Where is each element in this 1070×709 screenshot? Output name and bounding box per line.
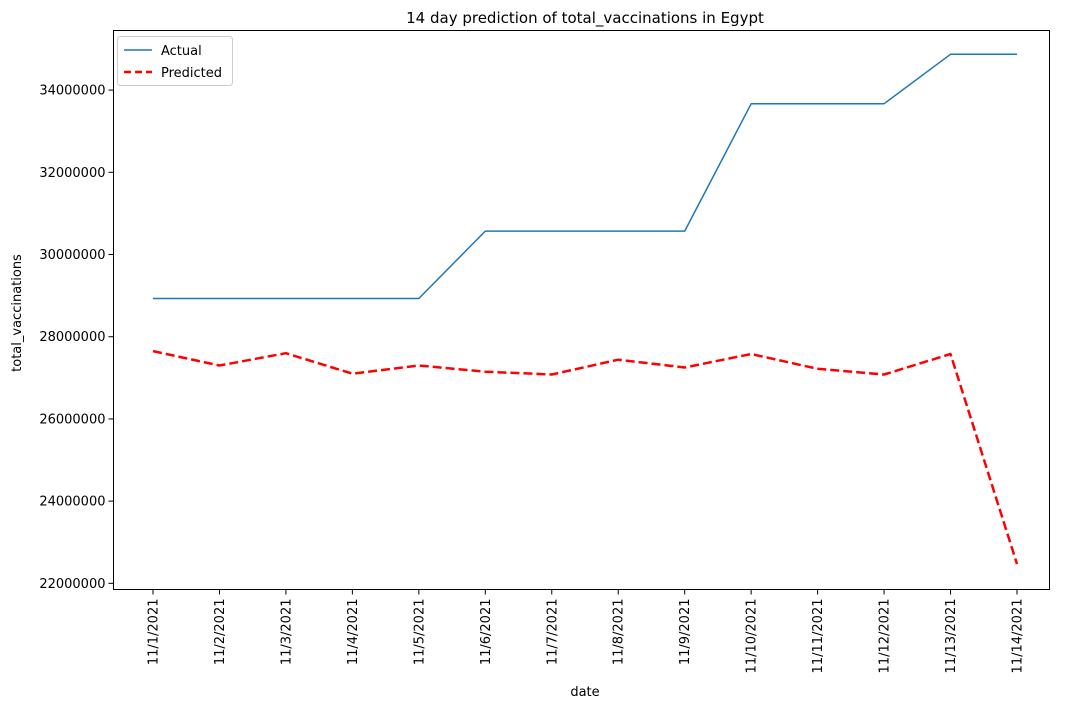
- x-tick-label: 11/13/2021: [944, 599, 959, 674]
- y-tick-label: 28000000: [39, 330, 105, 345]
- y-tick-label: 30000000: [39, 248, 105, 263]
- chart-title: 14 day prediction of total_vaccinations …: [406, 9, 764, 28]
- legend-label-actual: Actual: [161, 44, 202, 59]
- x-tick-label: 11/10/2021: [745, 599, 760, 674]
- x-tick-label: 11/11/2021: [811, 599, 826, 674]
- legend-label-predicted: Predicted: [161, 66, 222, 81]
- x-axis: 11/1/2021 11/2/2021 11/3/2021 11/4/2021 11/5…: [147, 589, 1026, 674]
- x-tick-label: 11/8/2021: [612, 599, 627, 666]
- series-layer: [152, 53, 1019, 565]
- x-tick-label: 11/6/2021: [479, 599, 494, 666]
- x-tick-label: 11/5/2021: [412, 599, 427, 666]
- y-tick-label: 24000000: [39, 495, 105, 510]
- x-tick-label: 11/3/2021: [279, 599, 294, 666]
- x-tick-label: 11/7/2021: [545, 599, 560, 666]
- plot-area: [113, 30, 1050, 590]
- y-tick-label: 34000000: [39, 84, 105, 99]
- y-tick-label: 22000000: [39, 577, 105, 592]
- y-tick-label: 32000000: [39, 166, 105, 181]
- series-line-predicted: [152, 349, 1019, 565]
- y-axis-label: total_vaccinations: [10, 254, 25, 372]
- x-tick-label: 11/12/2021: [878, 599, 893, 674]
- x-tick-label: 11/1/2021: [147, 599, 162, 666]
- x-axis-label: date: [570, 685, 599, 700]
- series-line-actual: [153, 53, 1017, 300]
- x-tick-label: 11/14/2021: [1011, 599, 1026, 674]
- y-axis: 22000000 24000000 26000000 28000000 30000000…: [39, 84, 114, 592]
- y-tick-label: 26000000: [39, 412, 105, 427]
- x-tick-label: 11/4/2021: [346, 599, 361, 666]
- x-tick-label: 11/9/2021: [678, 599, 693, 666]
- x-tick-label: 11/2/2021: [213, 599, 228, 666]
- legend: Actual Predicted: [117, 36, 233, 86]
